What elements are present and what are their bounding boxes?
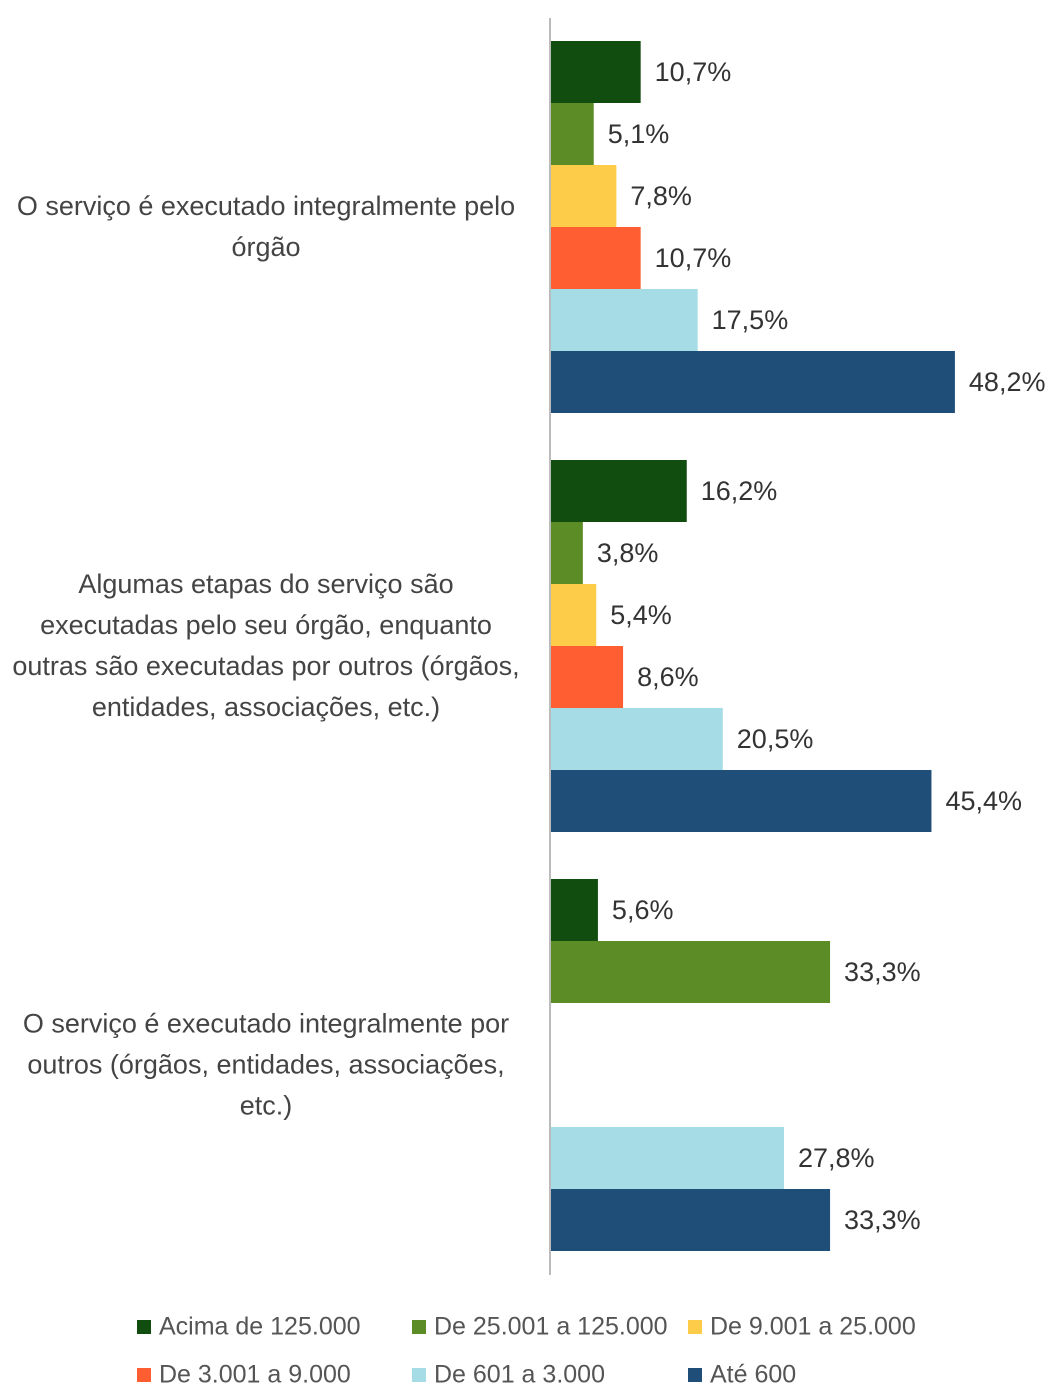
data-label: 5,4% bbox=[610, 600, 672, 630]
data-label: 17,5% bbox=[712, 305, 789, 335]
category-label: O serviço é executado integralmente pelo… bbox=[16, 191, 516, 262]
category-label: O serviço é executado integralmente por … bbox=[22, 1008, 510, 1121]
legend-label: De 3.001 a 9.000 bbox=[159, 1361, 351, 1387]
legend-swatch bbox=[688, 1368, 702, 1382]
bar bbox=[551, 1189, 831, 1251]
data-label: 3,8% bbox=[597, 538, 659, 568]
data-label: 27,8% bbox=[798, 1143, 875, 1173]
bar bbox=[551, 522, 583, 584]
bar bbox=[551, 289, 698, 351]
legend-label: De 9.001 a 25.000 bbox=[710, 1313, 916, 1341]
bar bbox=[551, 584, 597, 646]
data-label: 45,4% bbox=[945, 786, 1022, 816]
bar bbox=[551, 941, 831, 1003]
data-label: 33,3% bbox=[844, 1205, 921, 1235]
data-label: 10,7% bbox=[655, 57, 732, 87]
legend-label: De 601 a 3.000 bbox=[434, 1361, 605, 1387]
legend-label: Acima de 125.000 bbox=[159, 1313, 361, 1341]
legend-swatch bbox=[688, 1320, 702, 1334]
legend-swatch bbox=[137, 1320, 151, 1334]
data-label: 20,5% bbox=[737, 724, 814, 754]
bar bbox=[551, 103, 594, 165]
legend-swatch bbox=[412, 1320, 426, 1334]
bar bbox=[551, 708, 723, 770]
bar bbox=[551, 460, 687, 522]
legend-label: Até 600 bbox=[710, 1361, 796, 1387]
bar bbox=[551, 351, 955, 413]
bar bbox=[551, 879, 598, 941]
data-label: 5,1% bbox=[608, 119, 670, 149]
bar bbox=[551, 165, 617, 227]
category-label: Algumas etapas do serviço são executadas… bbox=[12, 569, 520, 722]
data-label: 7,8% bbox=[630, 181, 692, 211]
bar bbox=[551, 41, 641, 103]
bar bbox=[551, 1127, 784, 1189]
bar bbox=[551, 770, 932, 832]
bar bbox=[551, 227, 641, 289]
data-label: 10,7% bbox=[655, 243, 732, 273]
legend-swatch bbox=[137, 1368, 151, 1382]
data-label: 16,2% bbox=[701, 476, 778, 506]
data-label: 8,6% bbox=[637, 662, 699, 692]
data-label: 48,2% bbox=[969, 367, 1046, 397]
data-label: 33,3% bbox=[844, 957, 921, 987]
legend-swatch bbox=[412, 1368, 426, 1382]
data-label: 5,6% bbox=[612, 895, 674, 925]
bar bbox=[551, 646, 624, 708]
legend-label: De 25.001 a 125.000 bbox=[434, 1313, 668, 1341]
